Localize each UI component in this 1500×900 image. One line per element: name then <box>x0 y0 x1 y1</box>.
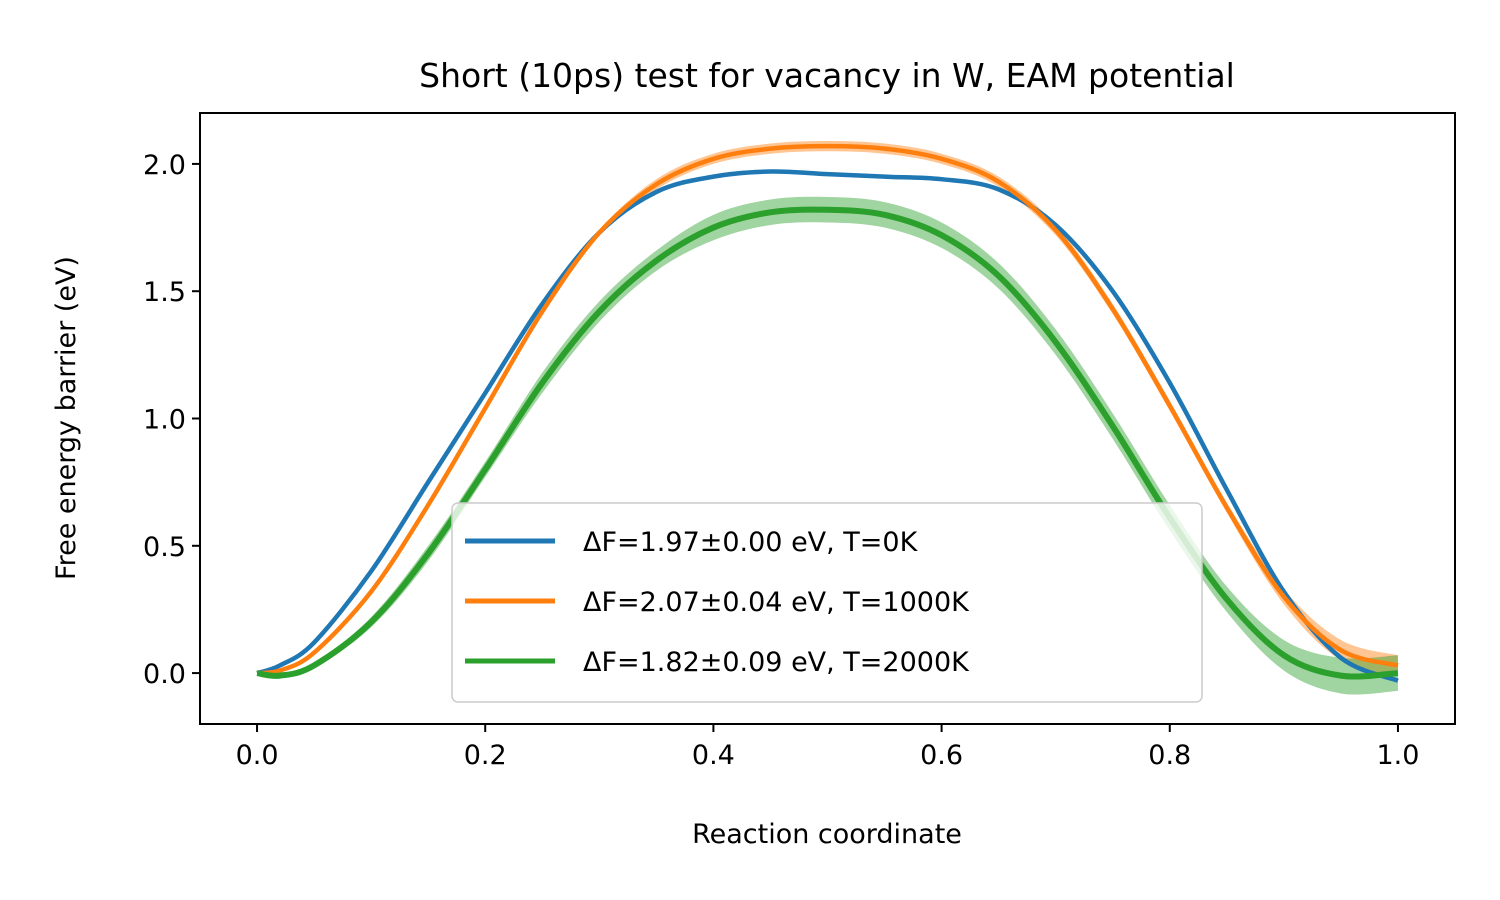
x-tick-label: 0.8 <box>1148 740 1191 771</box>
legend: ΔF=1.97±0.00 eV, T=0K ΔF=2.07±0.04 eV, T=… <box>451 502 1203 703</box>
x-tick-label: 0.0 <box>236 740 279 771</box>
y-axis-ticks: 0.0 0.5 1.0 1.5 2.0 <box>143 150 200 690</box>
x-tick-label: 0.4 <box>692 740 735 771</box>
legend-label-1: ΔF=2.07±0.04 eV, T=1000K <box>583 587 970 618</box>
error-band-2 <box>257 196 1398 695</box>
x-tick-label: 1.0 <box>1376 740 1419 771</box>
x-tick-label: 0.6 <box>920 740 963 771</box>
y-tick-label: 1.5 <box>143 277 186 308</box>
series-line-0 <box>256 169 1399 683</box>
y-tick-label: 1.0 <box>143 405 186 436</box>
y-tick-label: 0.0 <box>143 659 186 690</box>
chart-title: Short (10ps) test for vacancy in W, EAM … <box>419 56 1235 95</box>
y-tick-label: 2.0 <box>143 150 186 181</box>
y-tick-label: 0.5 <box>143 532 186 563</box>
series-line-1 <box>256 143 1399 676</box>
x-tick-label: 0.2 <box>464 740 507 771</box>
x-axis-ticks: 0.0 0.2 0.4 0.6 0.8 1.0 <box>236 724 1419 771</box>
legend-box <box>451 502 1203 703</box>
legend-label-2: ΔF=1.82±0.09 eV, T=2000K <box>583 647 970 678</box>
y-axis-label: Free energy barrier (eV) <box>51 256 82 580</box>
legend-label-0: ΔF=1.97±0.00 eV, T=0K <box>583 527 919 558</box>
x-axis-label: Reaction coordinate <box>692 819 962 850</box>
